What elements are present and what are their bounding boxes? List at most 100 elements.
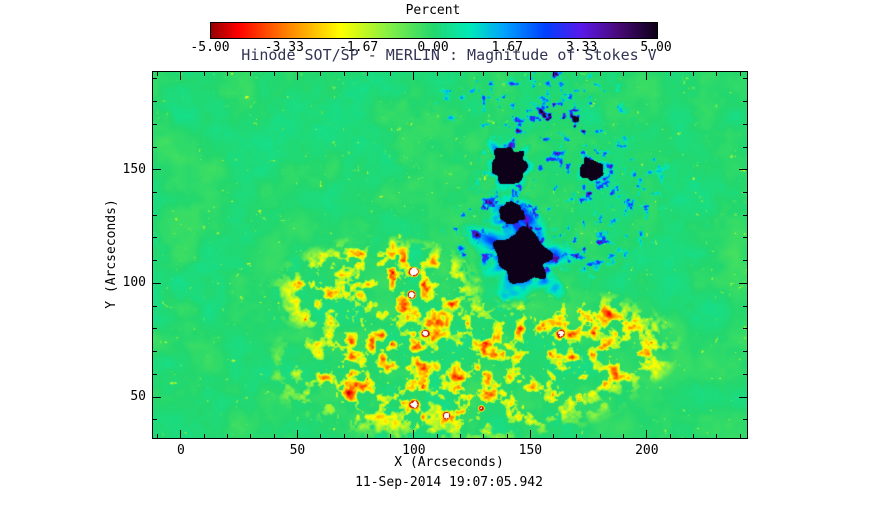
colorbar-tick-label: -5.00 (190, 40, 230, 55)
y-axis-minor-tick (743, 373, 747, 375)
x-axis-minor-tick (506, 72, 508, 76)
plot-area (152, 71, 748, 439)
x-axis-tick (646, 72, 648, 80)
x-axis-minor-tick (343, 72, 345, 76)
x-axis-minor-tick (390, 72, 392, 76)
x-axis-minor-tick (459, 72, 461, 76)
y-axis-minor-tick (153, 328, 157, 330)
colorbar-gradient (211, 23, 657, 38)
x-axis-minor-tick (716, 434, 718, 438)
x-tick-label: 200 (635, 443, 659, 458)
y-axis-minor-tick (743, 260, 747, 262)
y-axis-minor-tick (743, 191, 747, 193)
y-axis-minor-tick (153, 214, 157, 216)
colorbar-title: Percent (405, 3, 461, 18)
x-tick-label: 100 (402, 443, 426, 458)
x-axis-tick (296, 72, 298, 80)
colorbar (210, 22, 658, 39)
x-axis-minor-tick (436, 434, 438, 438)
y-axis-minor-tick (153, 146, 157, 148)
y-axis-minor-tick (153, 237, 157, 239)
x-axis-label: X (Arcseconds) (394, 455, 504, 470)
heatmap-canvas (153, 72, 747, 438)
colorbar-tick-label: 1.67 (491, 40, 523, 55)
x-axis-minor-tick (576, 434, 578, 438)
y-axis-minor-tick (743, 146, 747, 148)
x-axis-minor-tick (599, 434, 601, 438)
y-axis-tick (739, 282, 747, 284)
y-axis-minor-tick (153, 351, 157, 353)
x-axis-minor-tick (483, 72, 485, 76)
x-axis-minor-tick (320, 72, 322, 76)
x-axis-tick (296, 430, 298, 438)
y-axis-minor-tick (153, 419, 157, 421)
x-axis-minor-tick (436, 72, 438, 76)
colorbar-tick-label: -3.33 (264, 40, 304, 55)
x-axis-minor-tick (716, 72, 718, 76)
y-axis-tick (153, 282, 161, 284)
chart-title: Hinode SOT/SP - MERLIN : Magnitude of St… (241, 46, 657, 64)
x-axis-minor-tick (623, 72, 625, 76)
x-axis-minor-tick (669, 72, 671, 76)
x-axis-tick (529, 430, 531, 438)
x-tick-label: 0 (177, 443, 185, 458)
x-axis-minor-tick (739, 434, 741, 438)
y-axis-minor-tick (153, 78, 157, 80)
colorbar-tick-label: -1.67 (339, 40, 379, 55)
x-axis-minor-tick (506, 434, 508, 438)
colorbar-tick-label: 5.00 (640, 40, 672, 55)
x-axis-minor-tick (227, 72, 229, 76)
x-axis-tick (413, 72, 415, 80)
y-axis-minor-tick (743, 101, 747, 103)
x-axis-minor-tick (157, 434, 159, 438)
x-axis-minor-tick (320, 434, 322, 438)
x-axis-minor-tick (157, 72, 159, 76)
x-axis-tick (180, 72, 182, 80)
y-axis-tick (153, 169, 161, 171)
y-axis-minor-tick (743, 305, 747, 307)
x-axis-minor-tick (739, 72, 741, 76)
x-tick-label: 150 (518, 443, 543, 458)
y-axis-label: Y (Arcseconds) (104, 199, 119, 309)
y-tick-label: 150 (122, 161, 146, 177)
timestamp: 11-Sep-2014 19:07:05.942 (355, 475, 543, 490)
y-axis-minor-tick (743, 123, 747, 125)
y-axis-tick (153, 396, 161, 398)
x-axis-minor-tick (459, 434, 461, 438)
y-axis-minor-tick (153, 123, 157, 125)
x-axis-minor-tick (599, 72, 601, 76)
x-axis-minor-tick (343, 434, 345, 438)
y-axis-minor-tick (743, 237, 747, 239)
y-axis-minor-tick (743, 214, 747, 216)
x-axis-minor-tick (250, 72, 252, 76)
colorbar-tick-label: 0.00 (417, 40, 449, 55)
x-axis-minor-tick (227, 434, 229, 438)
x-axis-minor-tick (576, 72, 578, 76)
x-axis-minor-tick (273, 72, 275, 76)
y-axis-tick (739, 169, 747, 171)
x-axis-minor-tick (366, 72, 368, 76)
x-axis-minor-tick (669, 434, 671, 438)
x-axis-minor-tick (623, 434, 625, 438)
y-axis-minor-tick (743, 351, 747, 353)
y-tick-label: 50 (130, 389, 146, 405)
x-axis-minor-tick (390, 434, 392, 438)
x-axis-tick (413, 430, 415, 438)
y-axis-minor-tick (743, 78, 747, 80)
y-tick-label: 100 (122, 275, 146, 291)
y-axis-minor-tick (153, 101, 157, 103)
y-axis-minor-tick (743, 328, 747, 330)
x-axis-minor-tick (692, 72, 694, 76)
y-axis-minor-tick (153, 305, 157, 307)
x-axis-tick (646, 430, 648, 438)
y-axis-minor-tick (153, 373, 157, 375)
x-axis-minor-tick (483, 434, 485, 438)
y-axis-minor-tick (743, 419, 747, 421)
x-axis-minor-tick (203, 434, 205, 438)
x-axis-tick (529, 72, 531, 80)
x-tick-label: 50 (289, 443, 306, 458)
y-axis-minor-tick (153, 260, 157, 262)
x-axis-minor-tick (692, 434, 694, 438)
y-axis-minor-tick (153, 191, 157, 193)
